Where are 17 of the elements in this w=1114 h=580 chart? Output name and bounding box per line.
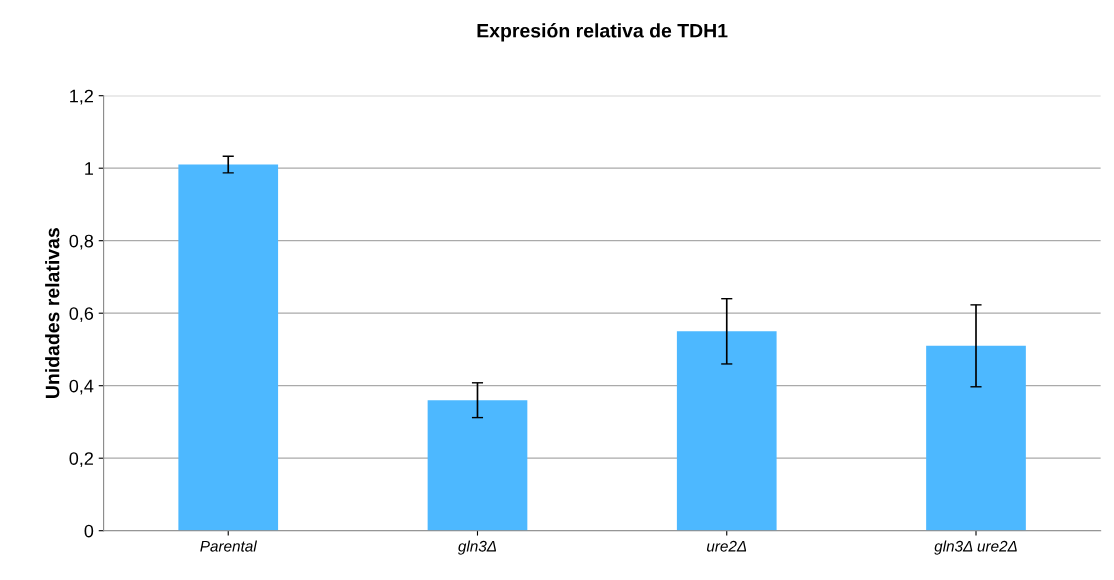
y-tick-label: 0,2 — [69, 452, 93, 468]
y-tick-label: 0,8 — [69, 234, 94, 250]
bar — [427, 400, 528, 531]
y-axis-title: Unidades relativas — [45, 228, 60, 398]
bar — [926, 345, 1026, 531]
bar — [178, 164, 279, 531]
chart-title: Expresión relativa de TDH1 — [477, 23, 728, 42]
y-tick-label: 0,4 — [69, 379, 94, 395]
x-tick-label: Parental — [200, 540, 258, 552]
x-tick-label: ure2Δ — [706, 540, 747, 552]
y-tick-label: 1,2 — [70, 89, 93, 105]
bar — [676, 331, 777, 531]
x-tick-label: gln3Δ ure2Δ — [934, 540, 1017, 555]
y-tick-label: 1 — [85, 162, 93, 175]
y-tick-label: 0 — [84, 524, 94, 538]
x-tick-label: gln3Δ — [457, 540, 496, 555]
y-tick-label: 0,6 — [69, 307, 94, 323]
